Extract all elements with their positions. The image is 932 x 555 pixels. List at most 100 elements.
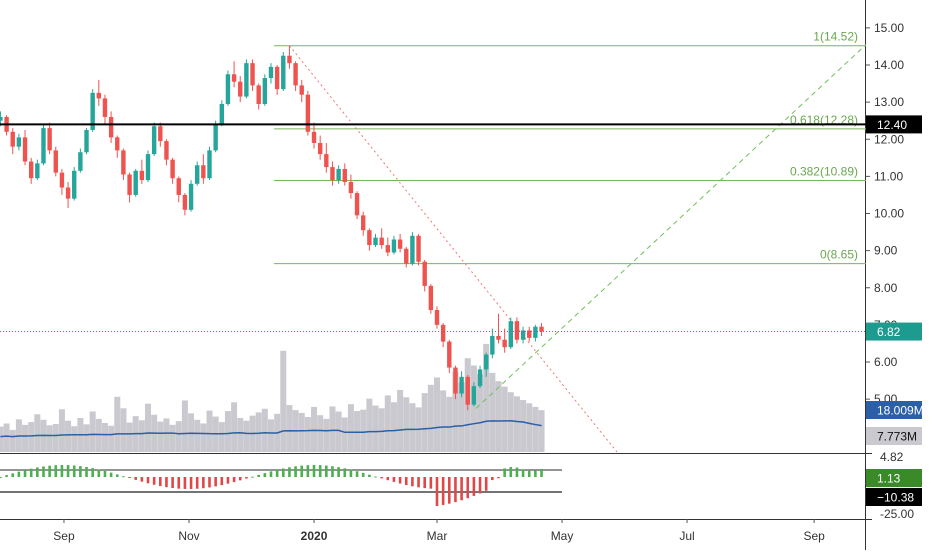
volume-bar <box>501 386 508 452</box>
candle-body <box>268 66 274 78</box>
oscillator-histogram-bar <box>275 469 279 477</box>
candle-body <box>397 239 403 249</box>
volume-bar <box>101 423 108 452</box>
oscillator-value-badge-box[interactable] <box>866 469 922 487</box>
candle-body <box>533 326 538 338</box>
candle-body <box>182 194 188 210</box>
volume-bar <box>138 420 145 452</box>
volume-bar <box>169 424 176 452</box>
oscillator-histogram-bar <box>115 474 119 477</box>
volume-bar <box>46 425 53 452</box>
oscillator-histogram-bar <box>220 477 224 486</box>
candle-body <box>41 128 46 164</box>
oscillator-histogram-bar <box>429 477 433 489</box>
oscillator-histogram-bar <box>521 469 525 477</box>
candle-body <box>244 63 249 97</box>
oscillator-histogram-bar <box>36 467 39 477</box>
volume-bar <box>243 420 250 452</box>
date-tick-label: Nov <box>178 529 199 543</box>
oscillator-histogram-bar <box>29 468 33 477</box>
volume-bar <box>267 419 274 452</box>
volume-ma-badge: 18.009M <box>877 404 924 418</box>
oscillator-histogram-bar <box>91 468 94 477</box>
volume-bar <box>372 405 379 452</box>
candle-body <box>496 336 501 340</box>
candle-body <box>453 367 458 394</box>
oscillator-histogram-bar <box>85 466 88 477</box>
candle-body <box>422 261 427 286</box>
oscillator-histogram-bar <box>0 477 2 478</box>
candle-body <box>293 63 298 86</box>
volume-bar <box>0 426 4 452</box>
candle-body <box>16 137 22 147</box>
volume-bar <box>489 372 496 452</box>
oscillator-histogram-bar <box>404 477 408 485</box>
candle-body <box>336 168 341 181</box>
oscillator-histogram-bar <box>177 477 181 489</box>
volume-bar <box>354 411 361 452</box>
oscillator-histogram-bar <box>128 477 131 479</box>
price-tick-label: 12.00 <box>874 132 904 146</box>
candle-body <box>84 129 89 153</box>
oscillator-histogram-bar <box>509 467 513 477</box>
candle-body <box>145 154 151 181</box>
candle-body <box>447 341 452 368</box>
candle-body <box>434 310 440 325</box>
volume-bar <box>89 411 96 452</box>
oscillator-histogram-bar <box>42 466 45 477</box>
candle-body <box>158 126 163 142</box>
date-tick-label: Jul <box>679 529 694 543</box>
oscillator-histogram-bar <box>79 466 82 477</box>
price-tick-label: 8.00 <box>874 281 898 295</box>
candle-body <box>508 321 513 348</box>
oscillator-histogram-bar <box>411 477 414 487</box>
oscillator-histogram-bar <box>281 468 285 477</box>
candle-body <box>324 154 329 168</box>
oscillator-histogram-bar <box>540 468 543 477</box>
date-tick-label: 2020 <box>301 529 328 543</box>
oscillator-histogram-bar <box>214 477 217 487</box>
oscillator-signal-badge-box[interactable] <box>866 488 922 506</box>
date-tick-label: Sep <box>53 529 75 543</box>
oscillator-histogram-bar <box>269 471 273 477</box>
volume-bar <box>95 418 102 452</box>
last-price-badge-box[interactable] <box>866 322 922 341</box>
candle-body <box>78 152 83 171</box>
candle-body <box>373 237 378 246</box>
candle-body <box>391 239 397 253</box>
volume-bar <box>28 422 35 452</box>
oscillator-histogram-bar <box>380 477 383 479</box>
horizontal-line-price-badge-box[interactable] <box>866 115 922 134</box>
volume-ma-badge-box[interactable] <box>866 401 922 419</box>
oscillator-histogram-bar <box>472 477 476 496</box>
volume-bar <box>280 350 287 452</box>
volume-bar <box>9 429 16 452</box>
candle-body <box>471 386 477 405</box>
oscillator-histogram-bar <box>423 477 427 489</box>
price-badges[interactable]: 12.40 6.82 18.009M 7.773M 1.13 −10.38 <box>866 115 924 506</box>
volume-bar <box>446 396 453 452</box>
candle-body <box>361 215 366 231</box>
candle-body <box>127 174 132 195</box>
volume-bar <box>434 377 440 452</box>
volume-last-badge-box[interactable] <box>866 427 922 445</box>
candle-body <box>133 170 138 195</box>
candle-body <box>72 170 77 199</box>
volume-bar <box>120 408 127 452</box>
candle-body <box>170 159 175 179</box>
candlestick-series <box>0 45 544 411</box>
volume-bar <box>145 403 152 452</box>
volume-bar <box>218 422 225 452</box>
volume-bar <box>114 396 121 452</box>
volume-bar <box>175 421 182 452</box>
oscillator-histogram-bar <box>146 477 150 484</box>
candle-body <box>416 235 421 262</box>
volume-bar <box>52 423 59 452</box>
oscillator-histogram-bar <box>294 466 297 477</box>
date-tick-label: Mar <box>427 529 448 543</box>
candle-body <box>539 326 544 332</box>
volume-bar <box>108 425 115 452</box>
oscillator-histogram-bar <box>355 471 359 477</box>
volume-bar <box>341 417 348 452</box>
volume-bar <box>458 382 465 452</box>
